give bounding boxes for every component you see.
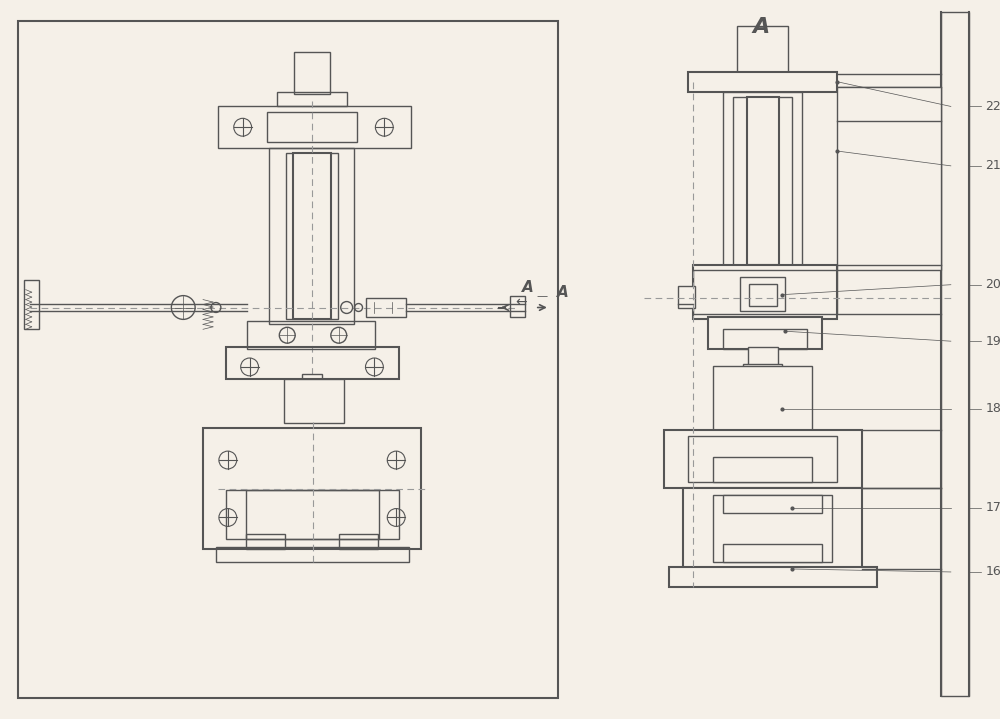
- FancyBboxPatch shape: [678, 285, 695, 308]
- FancyBboxPatch shape: [748, 347, 778, 367]
- Text: 16: 16: [986, 565, 1000, 579]
- FancyBboxPatch shape: [740, 277, 785, 311]
- Text: 17: 17: [986, 501, 1000, 514]
- FancyBboxPatch shape: [713, 495, 832, 562]
- FancyBboxPatch shape: [737, 26, 788, 74]
- Text: 20: 20: [986, 278, 1000, 291]
- Text: 18: 18: [986, 402, 1000, 415]
- FancyBboxPatch shape: [713, 366, 812, 430]
- FancyBboxPatch shape: [664, 430, 862, 487]
- FancyBboxPatch shape: [723, 495, 822, 513]
- Text: —: —: [537, 292, 548, 301]
- FancyBboxPatch shape: [941, 12, 969, 696]
- FancyBboxPatch shape: [708, 317, 822, 349]
- FancyBboxPatch shape: [723, 544, 822, 562]
- FancyBboxPatch shape: [693, 265, 837, 319]
- FancyBboxPatch shape: [733, 96, 792, 265]
- FancyBboxPatch shape: [837, 86, 941, 270]
- FancyBboxPatch shape: [747, 96, 779, 265]
- FancyBboxPatch shape: [284, 379, 344, 423]
- Text: 19: 19: [986, 334, 1000, 348]
- Text: A: A: [752, 17, 769, 37]
- FancyBboxPatch shape: [723, 91, 802, 270]
- FancyBboxPatch shape: [743, 364, 782, 374]
- FancyBboxPatch shape: [713, 457, 812, 482]
- FancyBboxPatch shape: [267, 112, 357, 142]
- FancyBboxPatch shape: [688, 72, 837, 91]
- Text: 21: 21: [986, 160, 1000, 173]
- Text: 22: 22: [986, 100, 1000, 113]
- FancyBboxPatch shape: [669, 567, 877, 587]
- Text: A: A: [557, 285, 568, 300]
- Text: A: A: [522, 280, 534, 295]
- FancyBboxPatch shape: [683, 487, 862, 569]
- FancyBboxPatch shape: [688, 436, 837, 482]
- Text: $\leftarrow$: $\leftarrow$: [513, 295, 529, 308]
- FancyBboxPatch shape: [293, 153, 331, 319]
- FancyBboxPatch shape: [286, 153, 338, 319]
